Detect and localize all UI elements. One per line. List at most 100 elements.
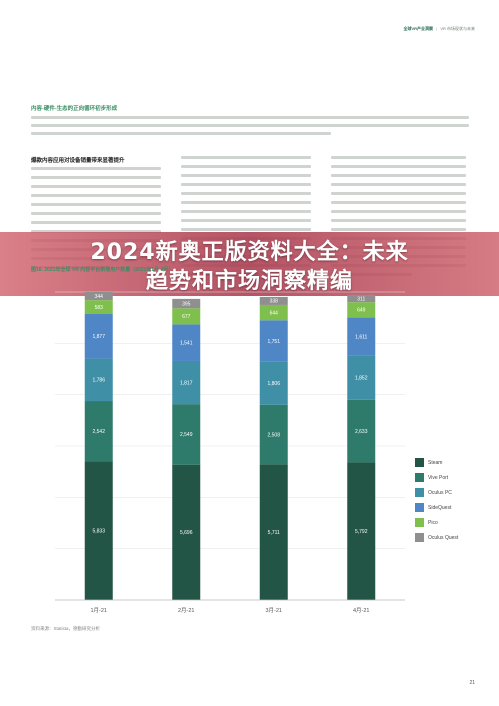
figure-caption: 图16. 2021年全球 VR 内容平台新增用户数量（2021年1月-4月） — [31, 267, 174, 273]
legend-label: Pico — [428, 519, 438, 526]
bar-segment — [172, 464, 201, 600]
legend-label: Vive Port — [428, 474, 449, 481]
chart-legend: Steam Vive Port Oculus PC SideQuest Pico Ocul… — [415, 455, 458, 545]
data-label: 344 — [95, 294, 104, 300]
body-text-line — [31, 203, 161, 206]
legend-swatch — [415, 458, 424, 467]
body-text-line — [31, 132, 331, 135]
bar-segment — [84, 314, 113, 359]
body-text-line — [181, 201, 311, 204]
bar-segment — [347, 462, 376, 600]
data-label: 5,696 — [180, 530, 193, 536]
body-text-line — [31, 194, 161, 197]
stacked-bar-chart: 5,833 2,542 1,786 1,877 583 344 1月-21 5,696 2,54… — [55, 291, 405, 614]
body-text-line — [31, 176, 161, 179]
body-text-line — [31, 221, 161, 224]
legend-label: Steam — [428, 459, 443, 466]
bar-segment — [259, 320, 288, 362]
bar-segment — [84, 358, 113, 402]
x-tick-label: 2月-21 — [178, 607, 195, 614]
bar-segment — [259, 404, 288, 465]
legend-label: SideQuest — [428, 504, 452, 511]
data-label: 1,786 — [92, 378, 105, 384]
overlay-title-line2: 趋势和市场洞察精编 — [145, 269, 353, 294]
data-label: 5,792 — [355, 529, 368, 535]
overlay-title-line1: 2024新奥正版资料大全：未来 — [90, 240, 409, 265]
bar-segment — [172, 404, 201, 465]
body-text-line — [331, 219, 466, 222]
body-text-line — [331, 156, 466, 159]
bar-segment — [84, 292, 113, 301]
body-text-line — [181, 156, 311, 159]
data-label: 1,877 — [92, 334, 105, 340]
data-label: 5,711 — [268, 530, 280, 536]
bar-segment — [347, 302, 376, 318]
body-text-line — [331, 165, 466, 168]
body-text-line — [331, 201, 466, 204]
data-label: 644 — [270, 310, 279, 316]
legend-swatch — [415, 518, 424, 527]
data-label: 649 — [357, 308, 366, 314]
data-label: 311 — [357, 296, 365, 302]
legend-item: Oculus Quest — [415, 530, 458, 545]
bar-segment — [172, 324, 201, 361]
data-label: 5,833 — [92, 529, 105, 535]
body-text-line — [181, 183, 311, 186]
section-heading: 内容-硬件-生态的正向循环初步形成 — [31, 106, 118, 112]
body-text-line — [181, 228, 311, 231]
body-text-line — [331, 183, 466, 186]
x-tick-label: 1月-21 — [90, 607, 107, 614]
bar-segment — [259, 304, 288, 321]
legend-label: Oculus PC — [428, 489, 452, 496]
bar-segment — [259, 361, 288, 405]
body-text-line — [31, 212, 161, 215]
body-text-line — [331, 228, 466, 231]
data-label: 1,541 — [180, 340, 193, 346]
legend-swatch — [415, 533, 424, 542]
legend-item: Steam — [415, 455, 458, 470]
legend-swatch — [415, 488, 424, 497]
bar-segment — [347, 317, 376, 356]
bar-segment — [172, 360, 201, 405]
body-text-line — [31, 230, 161, 233]
header-subtitle: VR 市场现状与未来 — [440, 26, 475, 31]
legend-item: SideQuest — [415, 500, 458, 515]
data-label: 1,852 — [355, 376, 368, 382]
title-overlay-band — [0, 232, 499, 296]
legend-label: Oculus Quest — [428, 534, 459, 541]
body-text-line — [181, 192, 311, 195]
bar-segment — [84, 300, 113, 315]
body-text-line — [181, 219, 311, 222]
column-heading: 爆款内容应用对设备销量带来显著提升 — [31, 158, 125, 164]
header-separator: | — [436, 26, 438, 31]
legend-item: Pico — [415, 515, 458, 530]
data-label: 1,751 — [267, 339, 280, 345]
body-text-line — [331, 192, 466, 195]
page-number: 21 — [469, 680, 475, 686]
body-text-line — [181, 174, 311, 177]
bar-segment — [84, 401, 113, 462]
data-label: 1,817 — [180, 380, 193, 386]
x-tick-label: 3月-21 — [265, 607, 282, 614]
bar-segment — [259, 296, 288, 305]
bar-segment — [347, 399, 376, 463]
data-label: 395 — [182, 301, 191, 307]
x-tick-label: 4月-21 — [353, 607, 370, 614]
data-label: 583 — [95, 305, 104, 311]
bar-segment — [172, 298, 201, 309]
data-label: 1,806 — [267, 381, 280, 387]
bar-segment — [172, 308, 201, 325]
body-text-line — [31, 116, 469, 119]
running-header: 全球VR产业洞察 | VR 市场现状与未来 — [403, 26, 475, 32]
bar-segment — [259, 464, 288, 600]
body-text-line — [181, 210, 311, 213]
data-label: 338 — [270, 299, 279, 305]
legend-swatch — [415, 473, 424, 482]
body-text-line — [31, 167, 161, 170]
legend-swatch — [415, 503, 424, 512]
data-label: 2,542 — [92, 429, 105, 435]
bar-segment — [84, 461, 113, 600]
legend-item: Vive Port — [415, 470, 458, 485]
data-label: 2,508 — [267, 432, 280, 438]
